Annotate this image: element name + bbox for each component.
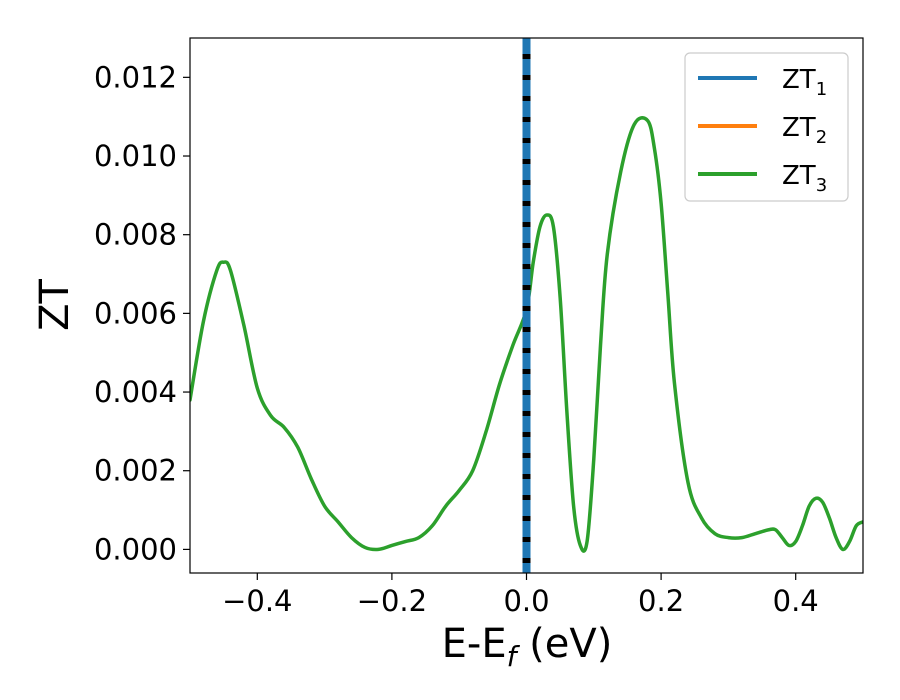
x-tick-label: −0.2 xyxy=(357,584,427,618)
y-tick-label: 0.012 xyxy=(94,60,177,94)
x-axis-label: E-Ef (eV) xyxy=(442,621,613,673)
x-tick-label: 0.2 xyxy=(638,584,684,618)
legend-box xyxy=(684,52,849,202)
x-tick-label: −0.4 xyxy=(222,584,292,618)
legend: ZT1 ZT2 ZT3 xyxy=(684,52,849,202)
series-line-3 xyxy=(190,116,863,553)
x-tick-label: 0.0 xyxy=(503,584,549,618)
y-tick-label: 0.008 xyxy=(94,218,177,252)
y-tick-label: 0.000 xyxy=(94,532,177,566)
x-tick-label: 0.4 xyxy=(773,584,819,618)
ticks: −0.4 −0.2 0.0 0.2 0.4 0.000 0.002 0.004 0.006 0.0… xyxy=(94,60,819,618)
y-axis-label: ZT xyxy=(32,279,78,331)
y-tick-label: 0.006 xyxy=(94,296,177,330)
y-tick-label: 0.002 xyxy=(94,454,177,488)
axis-titles: E-Ef (eV) ZT xyxy=(32,279,612,673)
plot-lines xyxy=(190,38,863,573)
legend-label-2: ZT2 xyxy=(782,113,827,148)
y-tick-label: 0.004 xyxy=(94,375,177,409)
legend-label-1: ZT1 xyxy=(782,65,827,100)
y-tick-label: 0.010 xyxy=(94,139,177,173)
legend-label-3: ZT3 xyxy=(782,161,827,196)
